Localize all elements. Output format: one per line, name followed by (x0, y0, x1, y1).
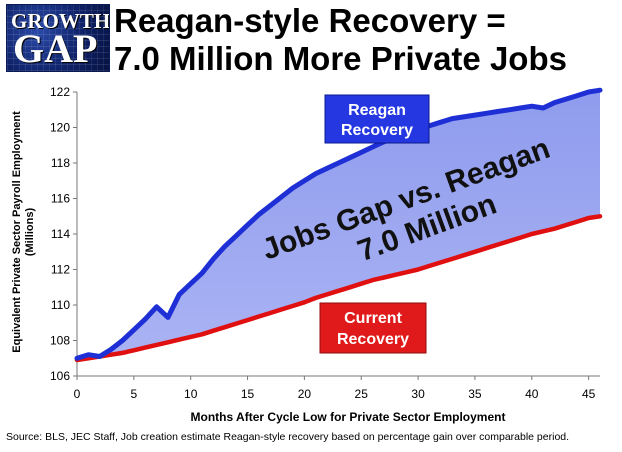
reagan-label-line2: Recovery (341, 122, 413, 139)
y-tick-label: 110 (51, 298, 70, 312)
growth-gap-logo: GROWTH GAP (6, 4, 110, 72)
current-label-line1: Current (344, 310, 402, 327)
y-tick-label: 108 (50, 334, 70, 348)
jobs-gap-area (77, 90, 600, 360)
current-label: Current Recovery (319, 302, 427, 354)
y-axis-title: Equivalent Private Sector Payroll Employ… (11, 111, 36, 353)
y-tick-label: 118 (51, 156, 70, 170)
y-tick-label: 116 (51, 192, 70, 206)
source-note: Source: BLS, JEC Staff, Job creation est… (6, 431, 570, 443)
y-axis-title-line1: Equivalent Private Sector Payroll Employ… (11, 111, 23, 353)
x-tick-label: 0 (74, 387, 81, 401)
x-tick-label: 30 (411, 387, 425, 401)
x-tick-label: 10 (184, 387, 198, 401)
x-tick-label: 15 (241, 387, 255, 401)
y-tick-label: 122 (50, 85, 70, 99)
x-tick-label: 5 (131, 387, 138, 401)
x-tick-label: 35 (468, 387, 482, 401)
y-tick-label: 112 (51, 263, 70, 277)
reagan-label: Reagan Recovery (324, 94, 430, 144)
x-tick-label: 25 (355, 387, 369, 401)
page-title: Reagan-style Recovery = 7.0 Million More… (114, 2, 567, 78)
title-line1: Reagan-style Recovery = (114, 2, 506, 39)
x-tick-label: 45 (582, 387, 596, 401)
logo-line1: GROWTH (11, 9, 110, 33)
logo-background (7, 5, 109, 71)
current-recovery-line (74, 214, 603, 363)
axes: 106 108 110 112 114 116 118 120 122 0 5 10 15 20 25 30 3… (50, 85, 600, 401)
current-label-box (319, 302, 427, 354)
reagan-label-box (324, 94, 430, 144)
x-tick-label: 20 (298, 387, 312, 401)
y-axis-title-line2: (Millions) (24, 208, 36, 257)
x-tick-label: 40 (525, 387, 539, 401)
title-line2: 7.0 Million More Private Jobs (114, 40, 567, 77)
y-tick-label: 106 (50, 369, 70, 383)
y-tick-label: 120 (50, 121, 70, 135)
reagan-recovery-line (74, 87, 603, 361)
reagan-label-line1: Reagan (348, 102, 406, 119)
y-tick-label: 114 (51, 227, 70, 241)
logo-line2: GAP (13, 26, 98, 71)
current-label-line2: Recovery (337, 331, 409, 348)
x-axis-title: Months After Cycle Low for Private Secto… (191, 410, 506, 424)
